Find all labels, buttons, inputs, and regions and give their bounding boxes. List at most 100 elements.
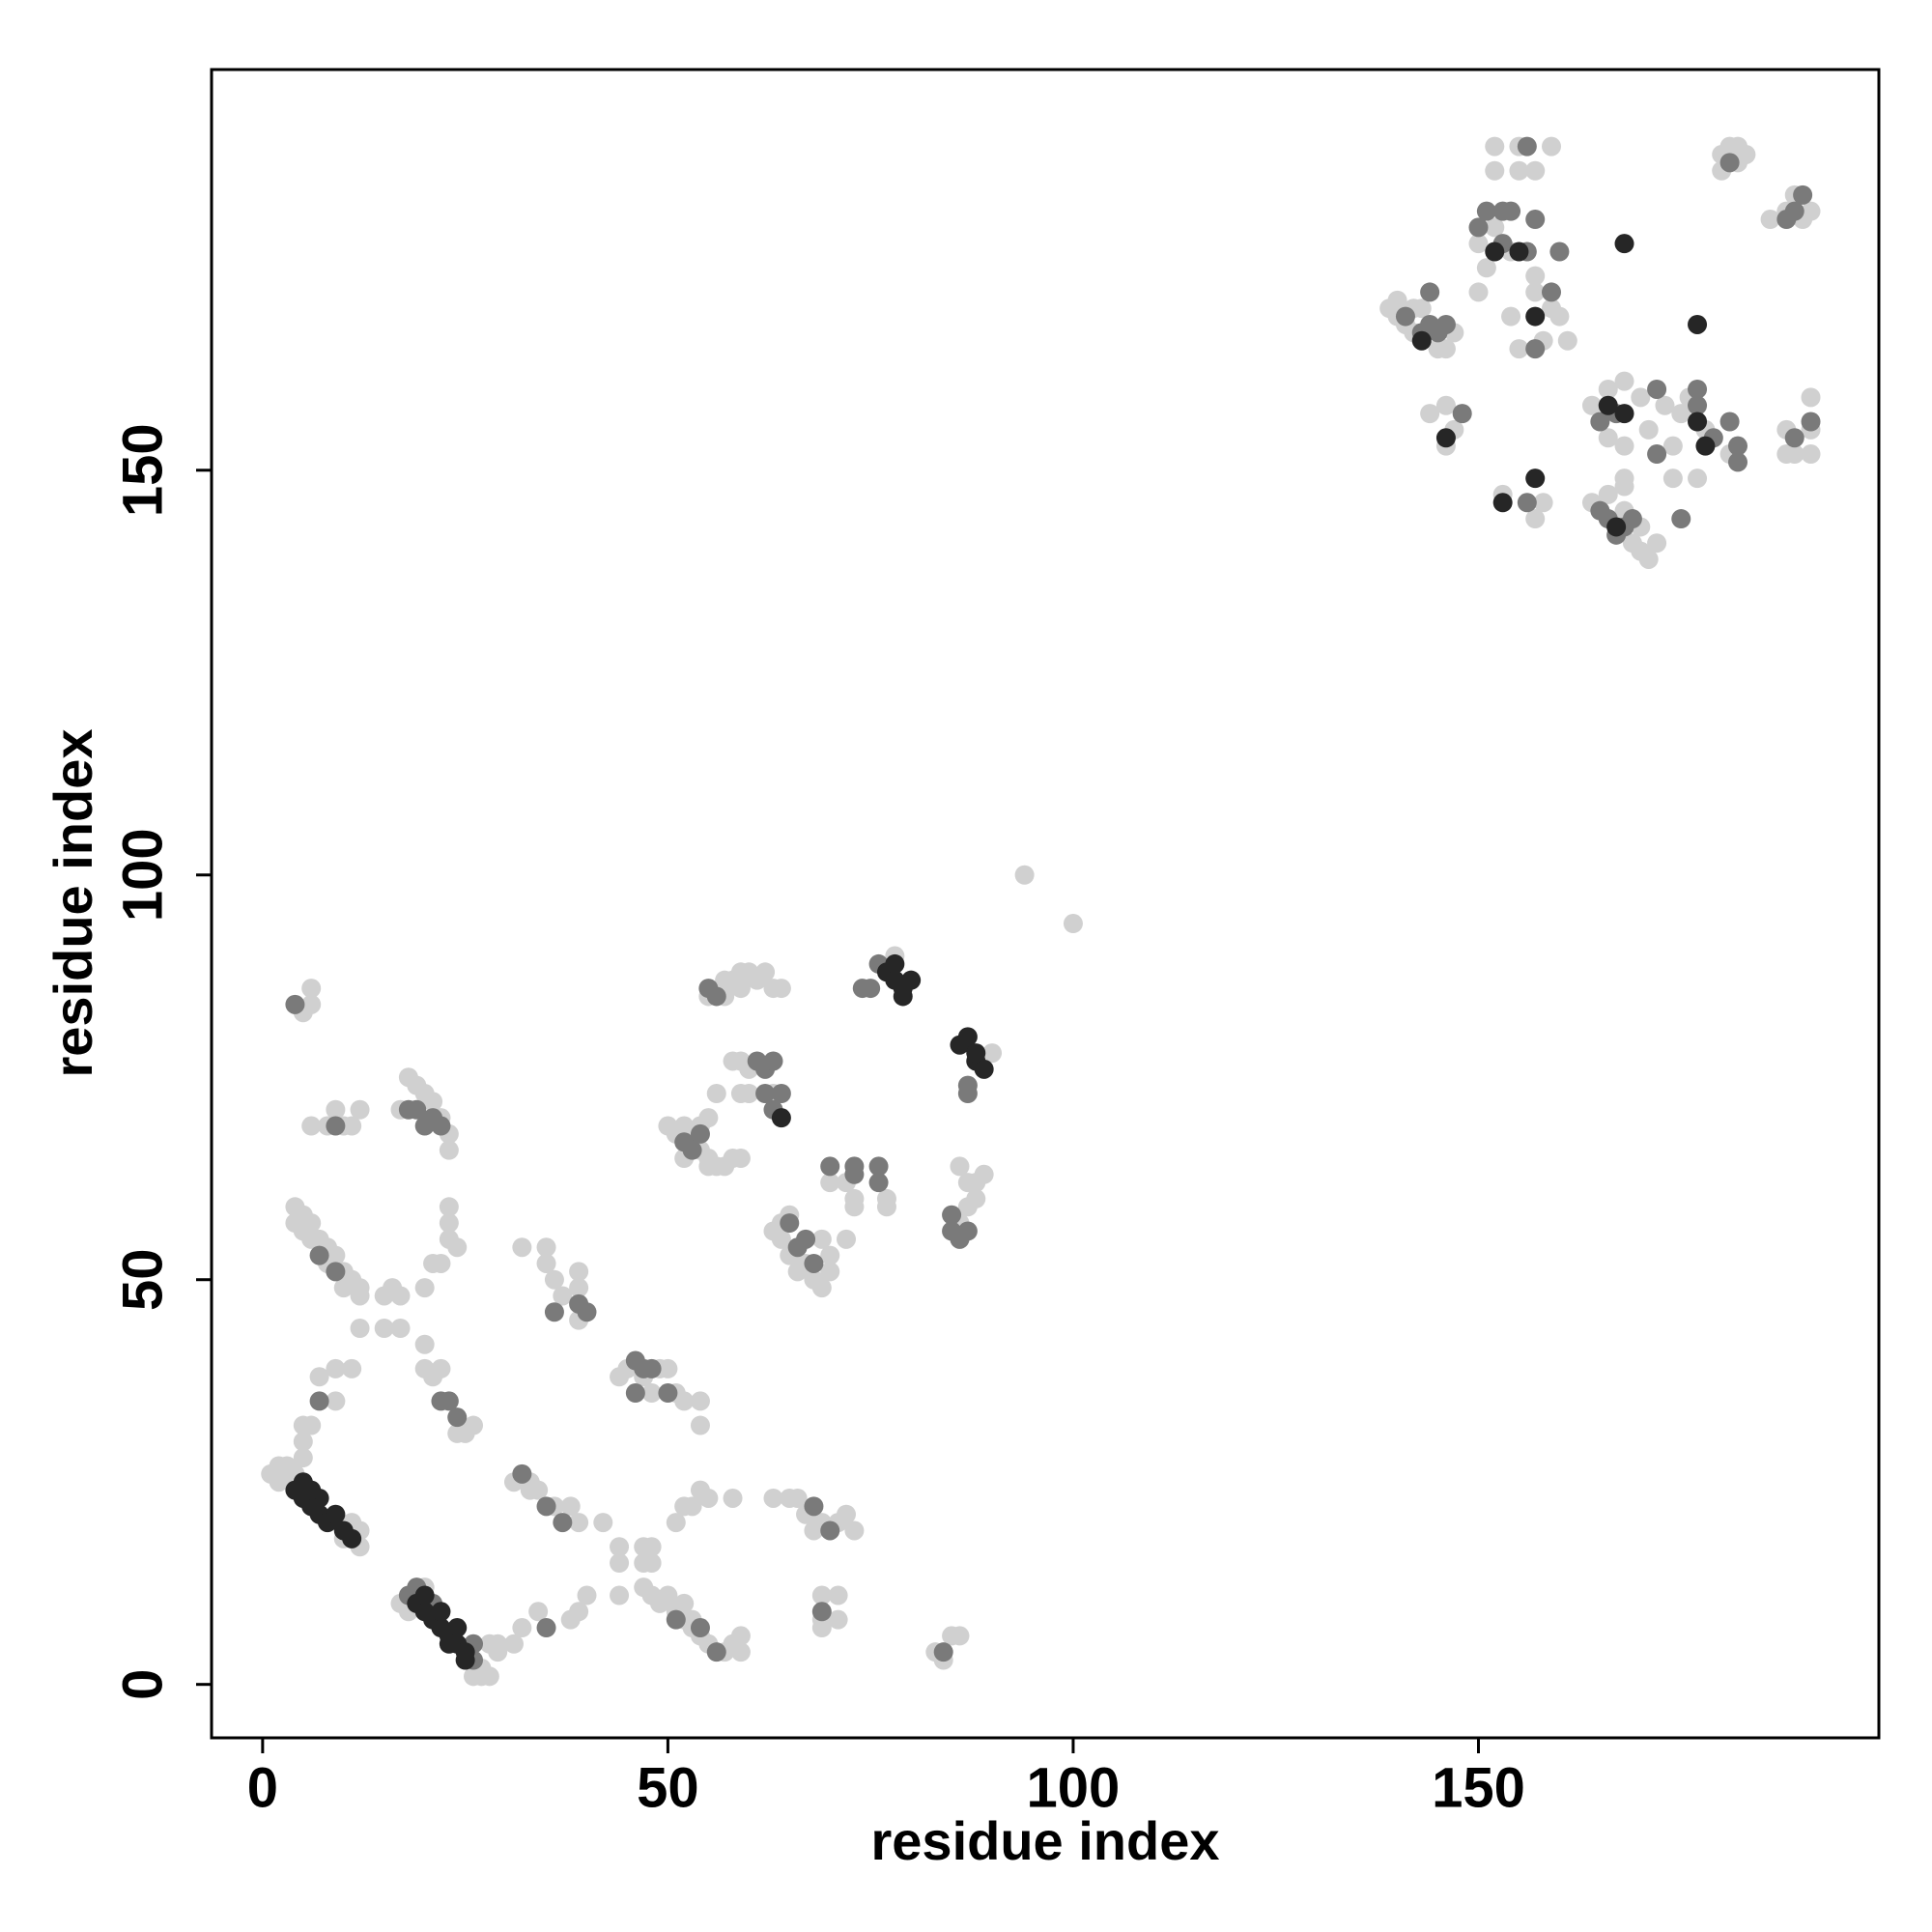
point (374, 1319, 394, 1339)
point (641, 1383, 662, 1404)
point (1468, 282, 1489, 302)
point (804, 1496, 824, 1517)
point (1631, 387, 1651, 408)
point (536, 1237, 556, 1258)
point (1501, 201, 1521, 221)
point (455, 1650, 475, 1670)
point (593, 1513, 613, 1533)
point (464, 1415, 484, 1435)
point (536, 1496, 556, 1517)
point (820, 1262, 840, 1282)
point (1435, 395, 1456, 415)
point (1435, 314, 1456, 334)
point (447, 1237, 468, 1258)
point (503, 1634, 524, 1654)
point (1598, 484, 1618, 504)
point (544, 1302, 564, 1322)
point (755, 1083, 776, 1103)
point (553, 1513, 573, 1533)
point (957, 1027, 978, 1047)
point (1014, 865, 1035, 885)
point (1801, 387, 1821, 408)
point (536, 1253, 556, 1273)
point (674, 1116, 695, 1136)
point (698, 1108, 719, 1128)
point (634, 1537, 654, 1557)
point (942, 1626, 962, 1646)
point (771, 1229, 791, 1249)
point (1638, 549, 1659, 569)
point (690, 1391, 710, 1411)
point (309, 1245, 329, 1265)
point (1468, 217, 1489, 238)
point (447, 1618, 468, 1638)
point (1549, 242, 1570, 262)
point (1760, 210, 1780, 230)
point (1622, 509, 1642, 529)
point (950, 1156, 970, 1177)
point (1719, 412, 1740, 432)
point (1784, 428, 1804, 448)
point (431, 1253, 451, 1273)
point (1671, 509, 1691, 529)
point (658, 1585, 678, 1605)
point (301, 994, 322, 1014)
point (431, 1602, 451, 1622)
point (326, 1391, 346, 1411)
point (755, 962, 776, 982)
point (844, 1156, 865, 1177)
point (1688, 469, 1708, 489)
point (1509, 339, 1529, 359)
point (301, 979, 322, 999)
point (439, 1634, 459, 1654)
point (610, 1585, 630, 1605)
point (966, 1043, 986, 1064)
point (1525, 282, 1546, 302)
point (1517, 136, 1537, 156)
point (447, 1407, 468, 1428)
point (350, 1286, 370, 1306)
point (957, 1197, 978, 1217)
point (1485, 242, 1505, 262)
point (293, 1448, 313, 1468)
point (293, 1472, 313, 1492)
point (277, 1456, 298, 1476)
point (763, 1488, 783, 1508)
point (780, 1213, 800, 1234)
point (625, 1383, 645, 1404)
point (1509, 160, 1529, 181)
point (885, 953, 905, 974)
point (569, 1602, 589, 1622)
point (682, 1496, 702, 1517)
point (577, 1302, 597, 1322)
point (309, 1367, 329, 1387)
point (1671, 404, 1691, 424)
point (301, 1116, 322, 1136)
point (1533, 493, 1553, 513)
point (787, 1488, 808, 1508)
point (610, 1553, 630, 1574)
point (1411, 330, 1432, 351)
point (634, 1553, 654, 1574)
point (326, 1358, 346, 1378)
point (706, 1642, 726, 1662)
point (861, 979, 881, 999)
point (1435, 428, 1456, 448)
plot-frame (210, 68, 1881, 1740)
point (326, 1504, 346, 1524)
y-tick-label: 50 (111, 1248, 174, 1311)
y-axis-label: residue index (43, 728, 103, 1077)
point (1420, 282, 1440, 302)
point (837, 1504, 857, 1524)
point (811, 1602, 832, 1622)
point (1387, 290, 1407, 310)
point (796, 1229, 816, 1249)
point (1476, 258, 1496, 278)
point (512, 1463, 532, 1484)
point (723, 1488, 743, 1508)
point (674, 1593, 695, 1613)
point (285, 994, 305, 1014)
point (471, 1666, 492, 1687)
point (1801, 444, 1821, 465)
